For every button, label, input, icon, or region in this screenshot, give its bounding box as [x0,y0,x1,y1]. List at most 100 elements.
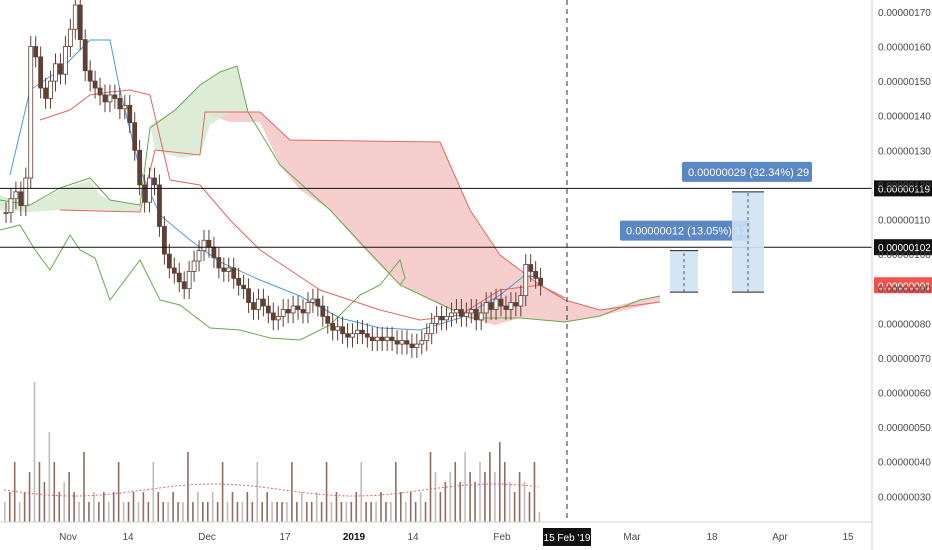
candle-body [58,63,63,75]
cursor-label-background [543,528,591,546]
time-axis[interactable]: Nov 14 Dec 17 2019 14 Feb Mar 18 Apr 15 15 Feb '19 [0,521,872,546]
volume-bar [162,502,164,522]
price-tick-label: 0.00000070 [878,354,931,365]
candle-body [285,309,291,314]
volume-bar [301,492,303,522]
candle-body [503,305,509,310]
candle-body [23,177,29,207]
price-axis[interactable]: 0.00000170 0.00000160 0.00000150 0.00000140… [871,0,931,550]
volume-bar [63,482,65,522]
volume-bar [216,502,219,522]
candle-body [310,298,316,303]
volume-bar [142,492,145,522]
volume-moving-average [3,483,539,497]
candle-body [523,264,529,297]
candle-body [251,302,256,310]
volume-bar [291,462,293,522]
measure-label: 0.00000012 (13.05%) 12 [626,226,747,238]
volume-bar [419,492,422,522]
level-label: 0.00000119 [878,184,931,195]
candle-body [384,336,390,342]
volume-bar [48,432,51,522]
candle-body [463,312,469,317]
volume-bar [508,482,511,522]
volume-bar [58,492,61,522]
candle-body [127,104,133,124]
candle-body [13,191,19,200]
candle-body [429,322,435,335]
volume-bar [479,462,481,522]
volume-bar [330,502,333,522]
volume-bar [23,492,26,522]
candle-body [483,302,489,314]
candle-body [48,80,53,99]
volume-bar [449,472,452,522]
volume-bar [365,502,367,522]
candle-body [290,305,296,314]
volume-bar [38,462,41,522]
volume-bar [499,442,501,522]
price-tick-label: 0.00000110 [878,216,931,227]
price-tick-label: 0.00000120 [878,181,931,192]
volume-bar [157,492,160,522]
candle-body [181,281,187,290]
volume-bar [167,502,169,522]
candle-body [152,177,157,186]
volume-bar [409,492,412,522]
candle-body [112,94,118,99]
ichimoku-cloud [0,66,660,325]
volume-bar [370,502,372,522]
candle-body [434,315,440,324]
candle-body [191,260,197,272]
candle-body [211,246,217,258]
volume-bar [231,492,234,522]
bullish-cloud-left [0,180,140,212]
candle-body [201,239,207,252]
candle-body [508,302,514,310]
candle-body [132,122,138,151]
cursor-label: 15 Feb '19 [544,533,591,544]
volume-bar [523,482,526,522]
candle-body [157,184,162,227]
volume-bar [93,492,95,522]
volume-bar [187,452,189,522]
candle-body [394,340,400,345]
lagging-span-line [0,224,406,341]
candle-body [369,336,375,342]
volume-bar [503,462,506,522]
volume-bar [117,462,120,522]
volume-bar [429,452,432,522]
volume-bar [310,502,313,522]
candle-body [355,329,360,335]
volume-bar [320,502,323,522]
volume-bar [4,502,6,522]
volume-bar [395,462,397,522]
candle-body [206,239,212,248]
time-tick-label: Mar [623,532,641,543]
candle-body [67,28,73,47]
candle-body [236,277,242,286]
candle-body [265,305,271,314]
volume-bar [528,492,531,522]
measure-tools[interactable]: 0.00000012 (13.05%) 12 0.00000029 (32.34%… [620,161,812,293]
candle-body [300,309,306,314]
volume-bar [513,492,516,522]
volume-bar [177,502,179,522]
candle-body [97,87,103,96]
candle-body [216,257,222,269]
volume-bar [197,492,199,522]
volume-bar [276,502,278,522]
candle-body [122,104,128,110]
volume-bar [98,502,100,522]
candle-body [53,63,58,82]
volume-bar [192,502,194,522]
candle-body [270,312,276,321]
candle-body [493,298,499,310]
horizontal-lines: 0.00000119 0.00000102 0.00000091 [0,180,932,294]
volume-bars [3,382,541,522]
volume-bar [335,492,338,522]
volume-bar [489,452,491,522]
volume-bar [147,502,150,522]
